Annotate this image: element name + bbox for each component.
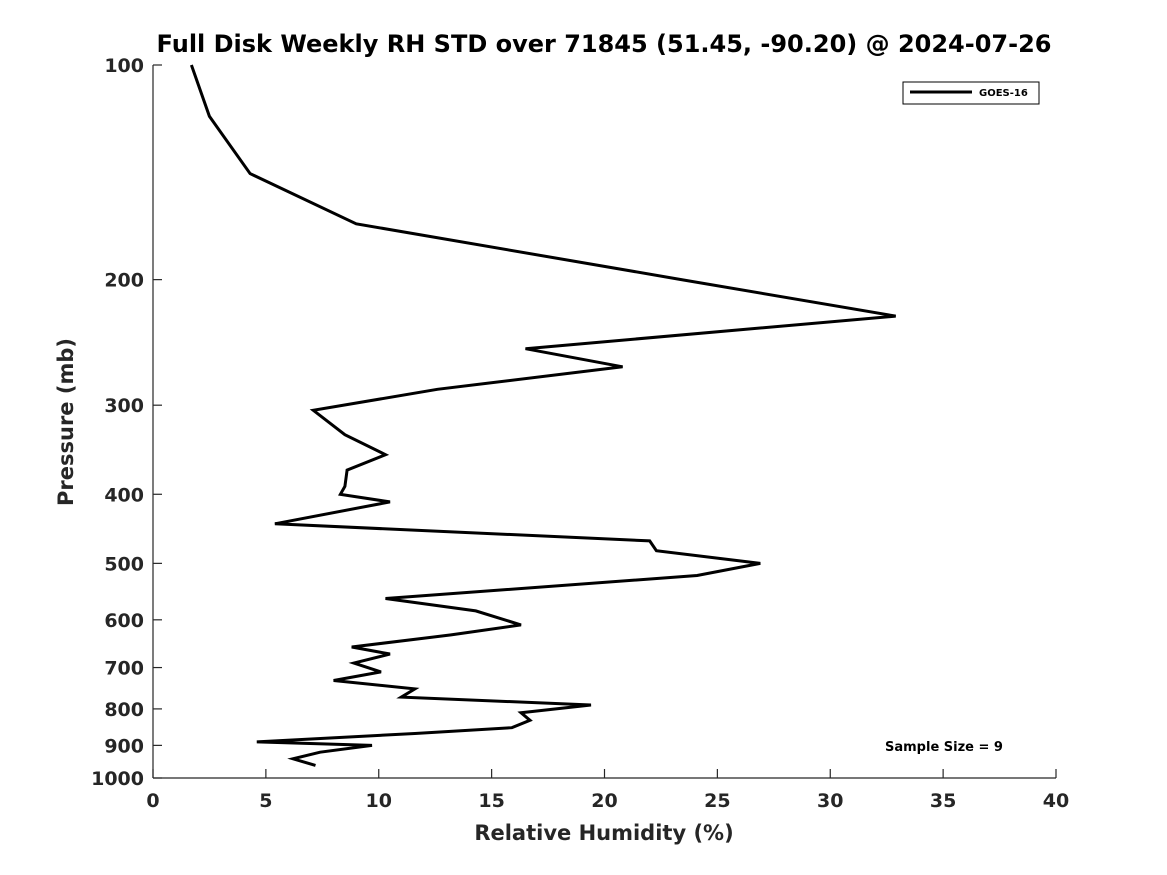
x-tick-label: 25 [704, 790, 730, 812]
series-layer [189, 64, 896, 767]
y-axis-ticks: 100 200 300 400 500 600 700 800 900 1000 [91, 55, 162, 790]
x-tick-label: 35 [930, 790, 956, 812]
legend-label-goes-16: GOES-16 [979, 88, 1028, 99]
x-tick-label: 0 [146, 790, 159, 812]
legend: GOES-16 [902, 81, 1040, 105]
chart-title: Full Disk Weekly RH STD over 71845 (51.4… [157, 30, 1052, 58]
x-axis-label: Relative Humidity (%) [474, 821, 733, 845]
x-tick-label: 5 [259, 790, 272, 812]
x-tick-label: 20 [591, 790, 617, 812]
x-tick-label: 15 [478, 790, 504, 812]
y-tick-label: 300 [104, 395, 144, 417]
y-tick-label: 800 [104, 699, 144, 721]
x-tick-label: 40 [1043, 790, 1069, 812]
y-tick-label: 500 [104, 553, 144, 575]
plot-axes [152, 65, 1056, 779]
x-tick-label: 30 [817, 790, 843, 812]
series-line-goes-16 [189, 64, 896, 767]
y-tick-label: 700 [104, 658, 144, 680]
sample-size-annotation: Sample Size = 9 [885, 740, 1003, 755]
y-tick-label: 400 [104, 484, 144, 506]
y-tick-label: 1000 [91, 768, 144, 790]
x-axis-ticks: 0 5 10 15 20 25 30 35 40 [146, 769, 1069, 812]
y-tick-label: 100 [104, 55, 144, 77]
y-tick-label: 900 [104, 735, 144, 757]
x-tick-label: 10 [366, 790, 392, 812]
y-tick-label: 200 [104, 270, 144, 292]
y-axis-label: Pressure (mb) [54, 338, 78, 506]
y-tick-label: 600 [104, 610, 144, 632]
